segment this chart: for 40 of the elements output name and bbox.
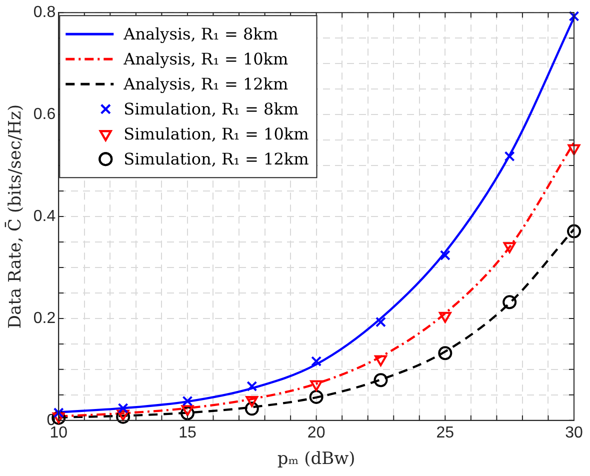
point — [309, 390, 324, 404]
point — [181, 405, 194, 416]
point — [440, 250, 450, 260]
point — [503, 242, 516, 254]
point — [502, 295, 517, 310]
point — [374, 373, 388, 388]
legend-label: Analysis, R₁ = 12km — [122, 74, 288, 94]
y-tick-label: 0.8 — [33, 4, 56, 22]
legend-label: Analysis, R₁ = 8km — [122, 24, 278, 44]
y-tick-label: 0.2 — [33, 310, 56, 327]
point — [438, 346, 452, 360]
point — [568, 10, 580, 22]
legend-label: Simulation, R₁ = 10km — [124, 124, 309, 144]
point — [568, 144, 580, 156]
point — [182, 396, 193, 406]
x-tick-label: 15 — [178, 424, 196, 442]
y-axis-title: Data Rate, C̄ (bits/sec/Hz) — [4, 104, 26, 329]
legend-label: Simulation, R₁ = 12km — [124, 149, 309, 168]
y-tick-label: 0.6 — [33, 106, 56, 123]
x-tick-label: 25 — [436, 424, 454, 442]
point — [567, 224, 581, 238]
point — [246, 396, 258, 408]
point — [438, 312, 452, 323]
legend-label: Simulation, R₁ = 8km — [124, 99, 299, 118]
x-tick-label: 20 — [307, 424, 326, 442]
point — [244, 402, 259, 416]
point — [246, 381, 258, 392]
point — [118, 402, 128, 414]
x-tick-label: 30 — [565, 424, 583, 442]
point — [374, 355, 387, 366]
point — [311, 356, 322, 367]
x-tick-label: 10 — [50, 424, 68, 442]
y-tick-label: 0.4 — [33, 208, 56, 225]
point — [376, 316, 386, 328]
point — [310, 380, 323, 392]
x-axis-title: pₘ (dBw) — [277, 449, 356, 470]
legend-label: Analysis, R₁ = 10km — [122, 49, 288, 68]
point — [180, 406, 194, 420]
point — [504, 151, 515, 162]
point — [116, 410, 130, 421]
